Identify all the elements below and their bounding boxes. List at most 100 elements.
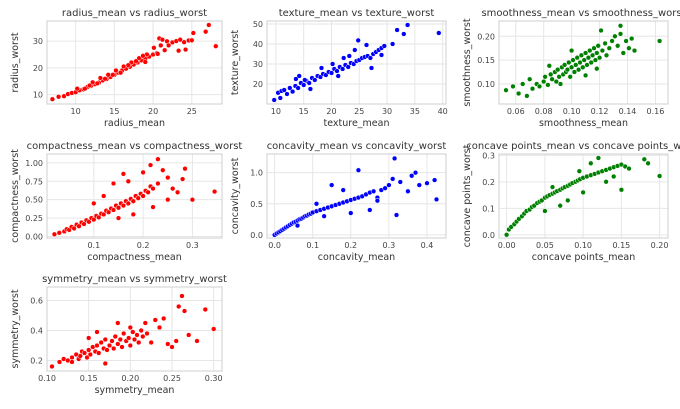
data-point	[301, 82, 307, 88]
data-point	[179, 293, 185, 299]
data-point	[102, 76, 108, 82]
data-point	[69, 354, 75, 361]
data-point	[94, 80, 100, 87]
data-point	[56, 230, 62, 236]
data-point	[87, 351, 93, 358]
x-tick-label: 0.1	[306, 241, 319, 250]
data-point	[574, 55, 580, 61]
data-point	[370, 188, 377, 194]
subplot-7: 0.10 0.15 0.20 0.25 0.30 0.2 0.4 0.6 symmetry_me…	[10, 274, 227, 396]
data-point	[162, 47, 168, 53]
data-point	[98, 339, 104, 346]
plot-border	[266, 20, 447, 105]
data-point	[277, 95, 283, 101]
data-point	[119, 344, 125, 350]
data-point	[152, 317, 158, 323]
data-point	[598, 27, 604, 34]
x-axis-label: concavity_mean	[318, 252, 395, 263]
data-point	[49, 96, 56, 102]
data-point	[609, 38, 615, 44]
x-axis-label: texture_mean	[323, 118, 389, 129]
data-point	[287, 85, 293, 91]
data-point	[603, 179, 609, 185]
y-tick-label: 10	[33, 91, 43, 100]
data-point	[110, 207, 117, 213]
data-point	[126, 335, 132, 341]
y-tick-label: 0.00	[25, 233, 43, 242]
data-point	[155, 156, 161, 162]
y-tick-label: 0.15	[477, 56, 495, 65]
data-point	[289, 88, 296, 95]
data-point	[179, 176, 186, 182]
data-point	[115, 215, 122, 221]
data-point	[91, 200, 97, 207]
data-point	[76, 223, 82, 229]
data-point	[112, 333, 118, 340]
data-point	[86, 335, 92, 341]
data-point	[294, 222, 301, 229]
x-tick-label: 15	[299, 107, 309, 116]
data-point	[82, 86, 88, 92]
data-point	[575, 67, 582, 73]
data-point	[136, 339, 142, 346]
data-point	[424, 180, 430, 186]
subplot-4: 0.1 0.2 0.3 0.00 0.25 0.50 0.75 1.00 compactness…	[10, 141, 242, 263]
data-point	[577, 59, 583, 66]
data-point	[120, 171, 127, 177]
data-point	[96, 214, 102, 221]
x-tick-label: 0.1	[87, 241, 100, 250]
data-point	[91, 216, 97, 223]
data-point	[296, 73, 302, 79]
data-point	[161, 315, 167, 322]
x-tick-label: 30	[382, 107, 392, 116]
data-point	[503, 87, 509, 93]
data-point	[307, 86, 314, 92]
y-tick-label: 0.5	[250, 200, 263, 209]
data-point	[165, 174, 171, 181]
x-tick-label: 25	[354, 107, 364, 116]
y-axis-label: smoothness_worst	[462, 18, 473, 107]
data-point	[115, 205, 122, 211]
data-point	[125, 200, 131, 207]
data-point	[596, 55, 603, 61]
data-point	[565, 197, 571, 204]
data-point	[567, 74, 573, 80]
plot-border	[46, 286, 223, 372]
data-point	[110, 180, 117, 187]
data-point	[202, 306, 208, 313]
data-point	[181, 39, 187, 45]
data-point	[594, 50, 600, 56]
y-tick-label: 1.0	[250, 169, 263, 178]
subplot-6: 0.00 0.05 0.10 0.15 0.200.00.10.20.3concave …	[462, 141, 680, 263]
data-point	[145, 189, 151, 195]
y-tick-label: 0.1	[482, 204, 495, 213]
data-point	[340, 187, 346, 193]
data-point	[271, 97, 277, 103]
data-point	[617, 31, 624, 37]
data-point	[190, 30, 196, 36]
data-point	[527, 76, 533, 82]
data-point	[211, 326, 217, 332]
data-point	[409, 173, 415, 179]
data-point	[56, 359, 63, 365]
x-tick-label: 0.2	[137, 241, 150, 250]
data-point	[84, 354, 90, 361]
plot-border	[46, 153, 223, 239]
subplot-title: concave points_mean vs concave points_wo…	[466, 141, 680, 152]
data-point	[566, 59, 572, 66]
data-point	[155, 180, 161, 187]
data-point	[431, 177, 438, 183]
data-point	[155, 51, 161, 57]
data-point	[81, 350, 88, 356]
data-point	[571, 69, 578, 75]
data-point	[115, 320, 121, 326]
data-point	[302, 77, 308, 83]
data-point	[623, 38, 629, 44]
data-point	[568, 64, 575, 70]
data-point	[96, 350, 102, 356]
data-point	[346, 53, 352, 59]
data-point	[186, 332, 192, 338]
data-point	[541, 78, 547, 85]
y-tick-label: 0.75	[25, 177, 43, 186]
